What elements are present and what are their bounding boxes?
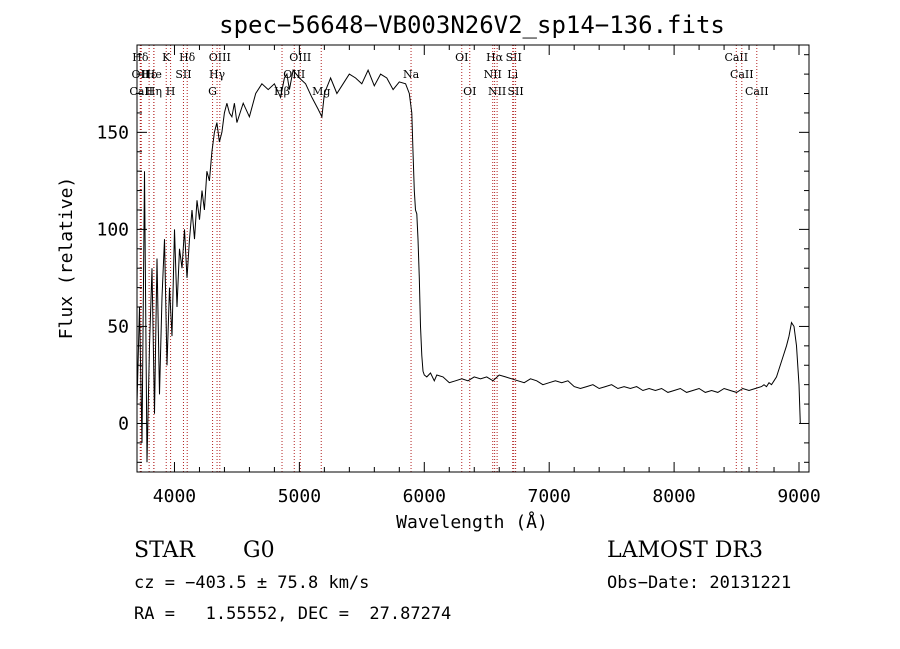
spectral-line-label: Hα [486, 51, 504, 64]
chart-title: spec−56648−VB003N26V2_sp14−136.fits [219, 11, 725, 39]
spectral-line-label: SII [175, 68, 191, 81]
spectral-line-label: CaII [730, 68, 754, 81]
y-tick-label: 150 [96, 122, 129, 143]
spectral-line-label: OIII [209, 51, 231, 64]
spectral-line-label: CaII [745, 85, 769, 98]
spectral-line-label: CaII [129, 85, 153, 98]
spectrum-series-line [136, 68, 801, 463]
spectral-line-label: H [166, 85, 176, 98]
y-tick-label: 0 [118, 413, 129, 434]
plot-frame [136, 44, 810, 473]
spectral-line-label: CaII [724, 51, 748, 64]
spectral-line-label: Hε [141, 68, 157, 81]
spectral-line-label: NII [484, 68, 502, 81]
observation-date: Obs−Date: 20131221 [607, 573, 792, 593]
x-tick-label: 9000 [777, 486, 820, 507]
y-axis-label: Flux (relative) [56, 177, 77, 340]
x-tick-label: 8000 [652, 486, 695, 507]
spectral-line-label: NII [488, 85, 506, 98]
y-tick-label: 50 [107, 316, 129, 337]
x-tick-label: 7000 [528, 486, 571, 507]
ra-dec-coordinates: RA = 1.55552, DEC = 27.87274 [134, 604, 452, 624]
survey-name: LAMOST DR3 [607, 538, 763, 563]
spectral-line-label: OI [455, 51, 468, 64]
object-class: STAR [134, 538, 195, 563]
spectral-line-label: K [162, 51, 171, 64]
spectral-line-label: Hγ [209, 68, 226, 81]
spectral-line-label: OIII [289, 51, 311, 64]
x-tick-label: 4000 [153, 486, 196, 507]
spectral-line-label: Hη [146, 85, 162, 98]
y-axis-ticks: 0 50 100 150 [96, 54, 809, 463]
spectral-line-label: Hδ [179, 51, 196, 64]
object-subclass: G0 [243, 538, 275, 563]
spectral-line-label: Na [403, 68, 420, 81]
spectral-line-label: SII [507, 85, 523, 98]
y-tick-label: 100 [96, 219, 129, 240]
redshift-velocity: cz = −403.5 ± 75.8 km/s [134, 573, 370, 593]
spectral-line-label: Li [507, 68, 518, 81]
spectral-line-label: OI [463, 85, 476, 98]
x-tick-label: 6000 [403, 486, 446, 507]
spectral-line-label: SII [506, 51, 522, 64]
spectral-line-label: He [146, 68, 162, 81]
x-axis-ticks: 4000 5000 6000 7000 8000 9000 [153, 45, 821, 507]
spectral-line-label: Mg [312, 85, 330, 98]
x-tick-label: 5000 [278, 486, 321, 507]
spectral-line-markers: HδOIICaIIHεHeHηKHSIIHδOIIIHγGHβOIIIOIIIM… [129, 45, 769, 472]
x-axis-label: Wavelength (Å) [396, 511, 548, 533]
spectral-line-label: G [208, 85, 217, 98]
